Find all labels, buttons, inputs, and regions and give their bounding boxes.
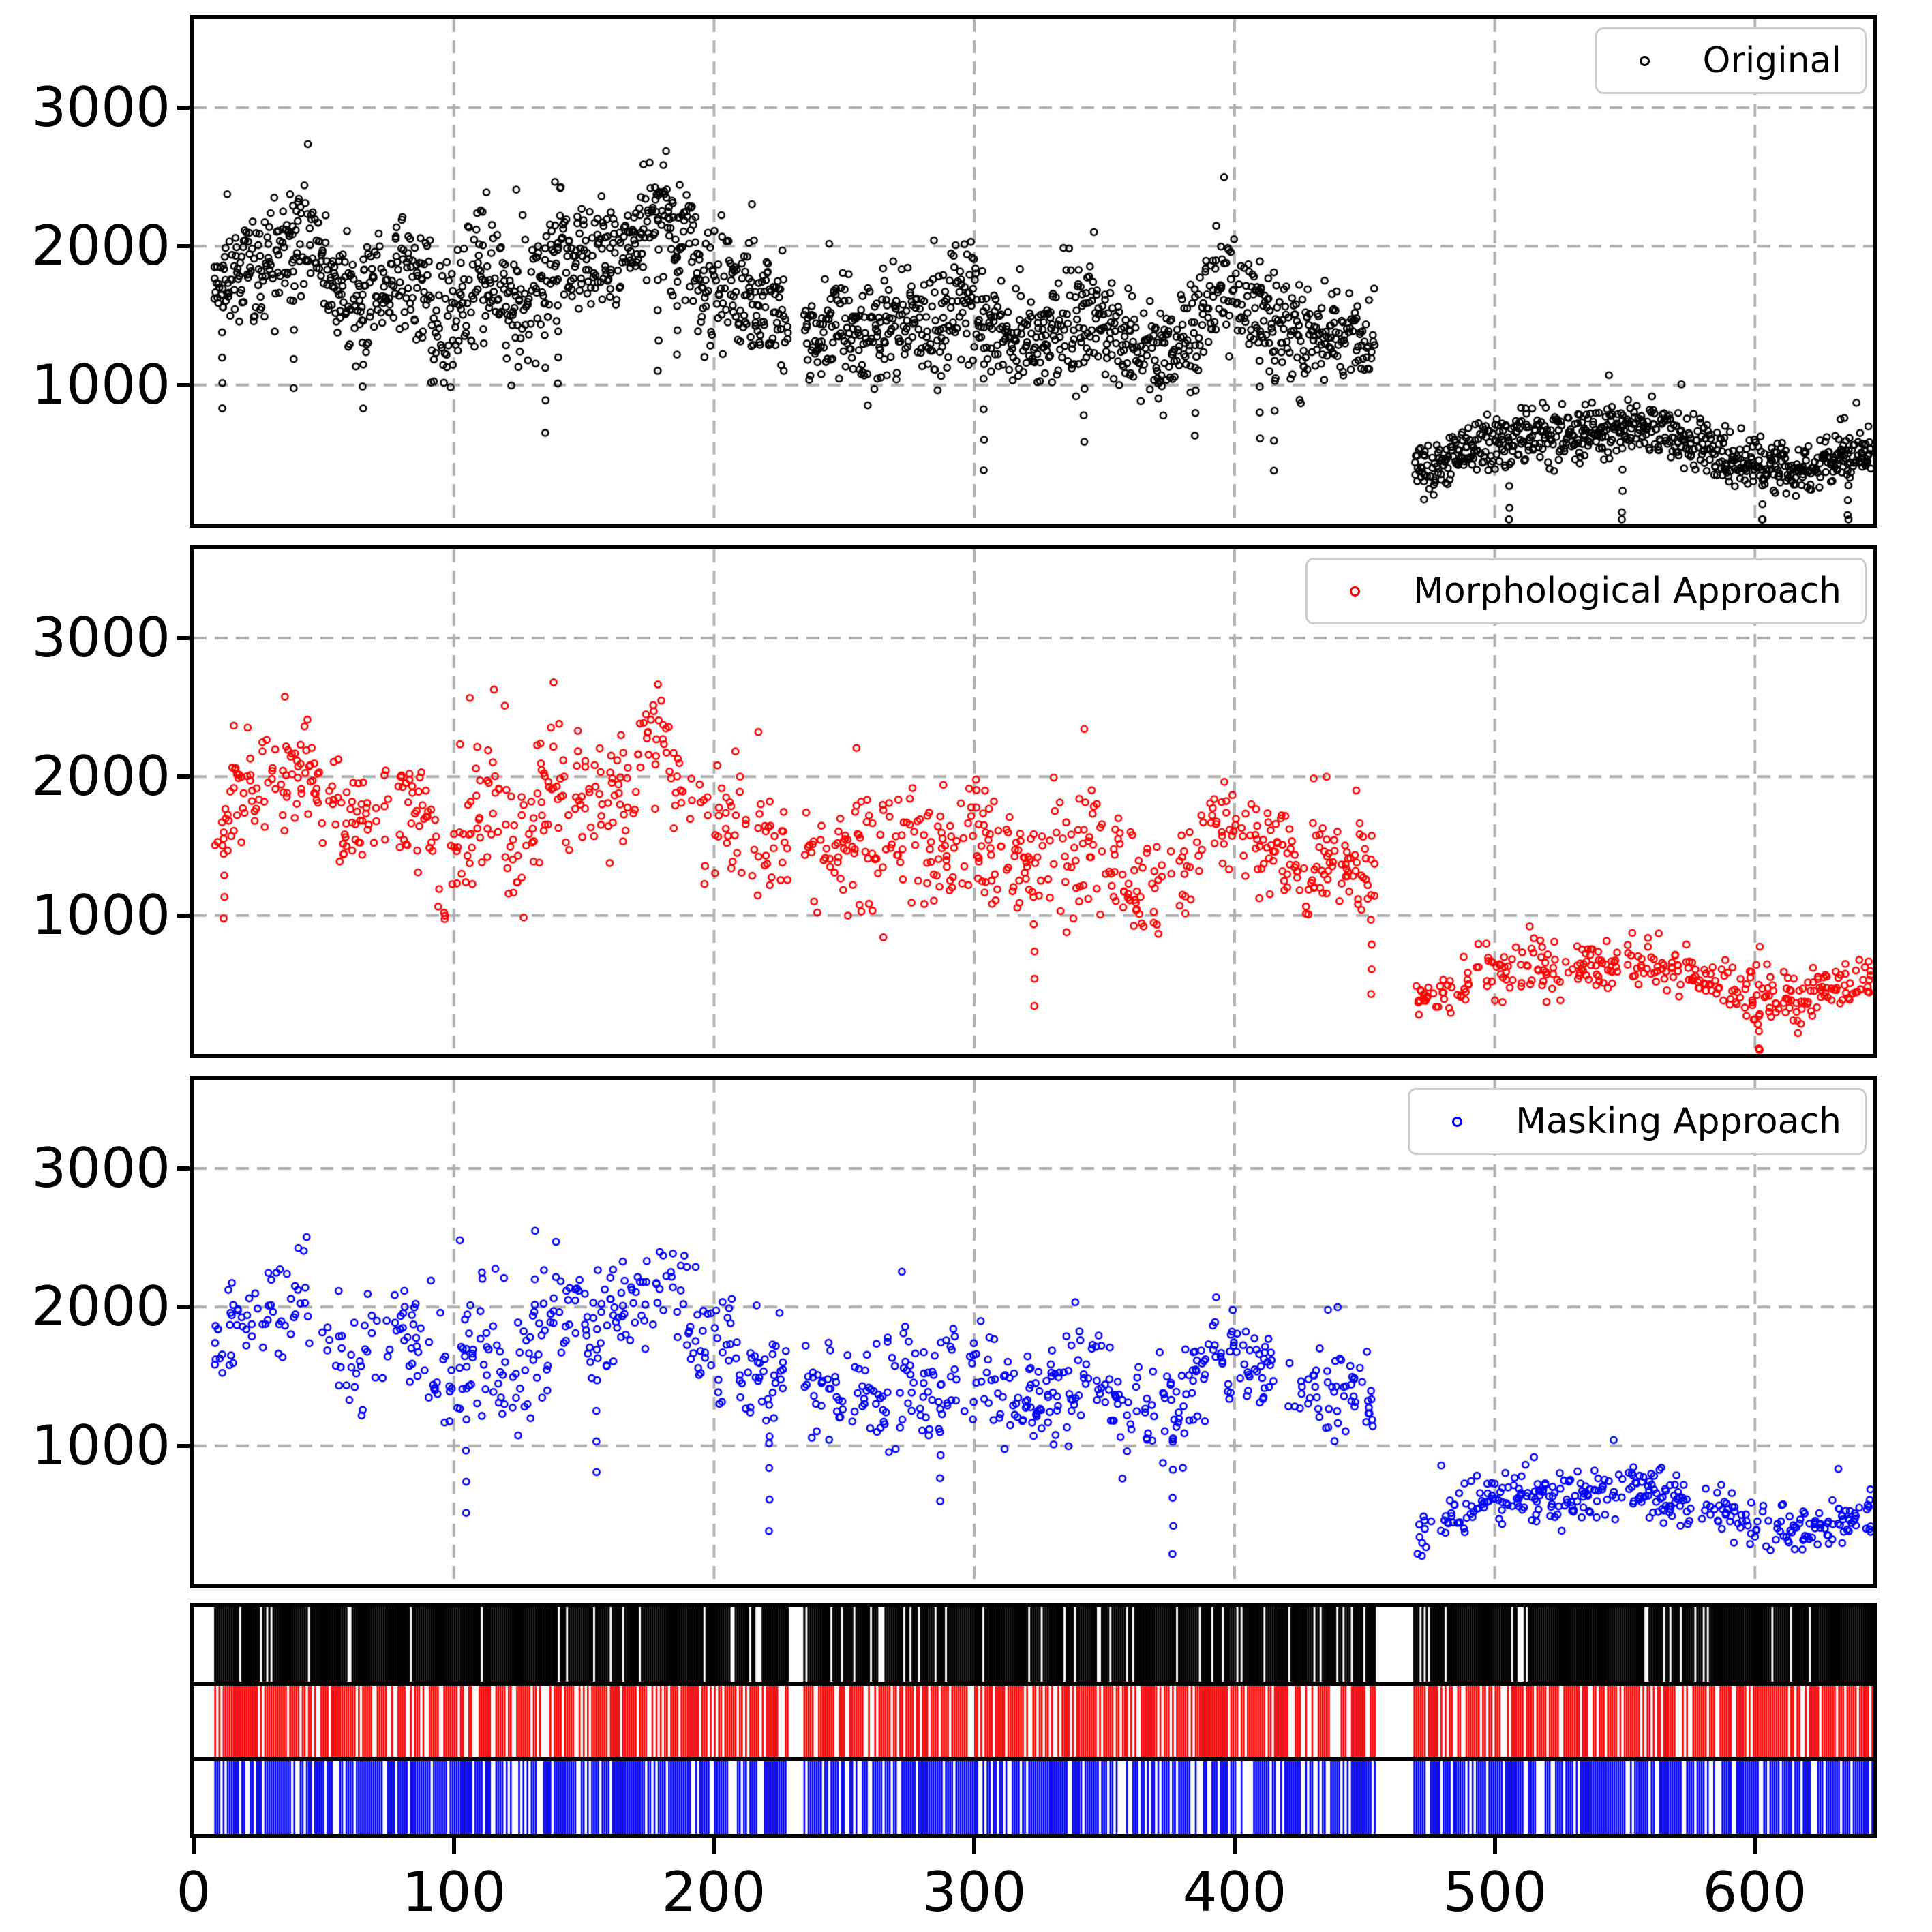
x-tick-mark [1753,1838,1757,1854]
raster-row-original [190,1603,1877,1688]
x-tick-label: 400 [1182,1860,1287,1924]
y-tick-mark [177,636,194,640]
x-tick-mark [1493,1838,1497,1854]
y-tick-label: 3000 [31,1136,170,1200]
masking-marker-icon [1452,1116,1463,1127]
y-tick-label: 1000 [31,884,170,947]
scatter-canvas-original [194,19,1873,524]
x-tick-label: 600 [1702,1860,1807,1924]
legend-label-original: Original [1702,40,1841,81]
x-tick-mark [1233,1838,1237,1854]
raster-row-morphological [190,1682,1877,1762]
y-tick-label: 3000 [31,606,170,669]
y-tick-label: 3000 [31,76,170,139]
raster-canvas-masking [194,1761,1873,1834]
legend-original: Original [1595,27,1867,94]
morphological-marker-icon [1349,586,1360,597]
x-tick-label: 200 [661,1860,766,1924]
y-tick-label: 2000 [31,214,170,277]
raster-canvas-morphological [194,1686,1873,1757]
x-tick-mark [712,1838,716,1854]
x-tick-label: 300 [922,1860,1027,1924]
legend-morphological: Morphological Approach [1305,558,1867,624]
x-tick-mark [452,1838,456,1854]
y-tick-mark [177,914,194,918]
y-tick-mark [177,1166,194,1171]
y-tick-label: 1000 [31,353,170,417]
x-tick-mark [972,1838,976,1854]
legend-masking: Masking Approach [1408,1088,1867,1155]
scatter-panel-masking: Masking Approach [190,1076,1877,1588]
scatter-canvas-masking [194,1080,1873,1584]
scatter-canvas-morphological [194,549,1873,1054]
scatter-panel-morphological: Morphological Approach [190,545,1877,1058]
x-tick-label: 500 [1443,1860,1548,1924]
scatter-panel-original: Original [190,15,1877,528]
y-tick-label: 2000 [31,1275,170,1338]
y-tick-mark [177,774,194,779]
x-tick-label: 0 [176,1860,211,1924]
raster-canvas-original [194,1607,1873,1684]
y-tick-label: 1000 [31,1414,170,1477]
legend-label-morphological: Morphological Approach [1413,571,1841,612]
y-tick-label: 2000 [31,744,170,808]
raster-row-masking [190,1757,1877,1838]
x-tick-label: 100 [402,1860,507,1924]
original-marker-icon [1639,55,1650,66]
y-tick-mark [177,1444,194,1448]
y-tick-mark [177,244,194,248]
y-tick-mark [177,1305,194,1309]
y-tick-mark [177,383,194,387]
x-tick-mark [192,1838,196,1854]
y-tick-mark [177,106,194,110]
legend-label-masking: Masking Approach [1515,1101,1841,1142]
